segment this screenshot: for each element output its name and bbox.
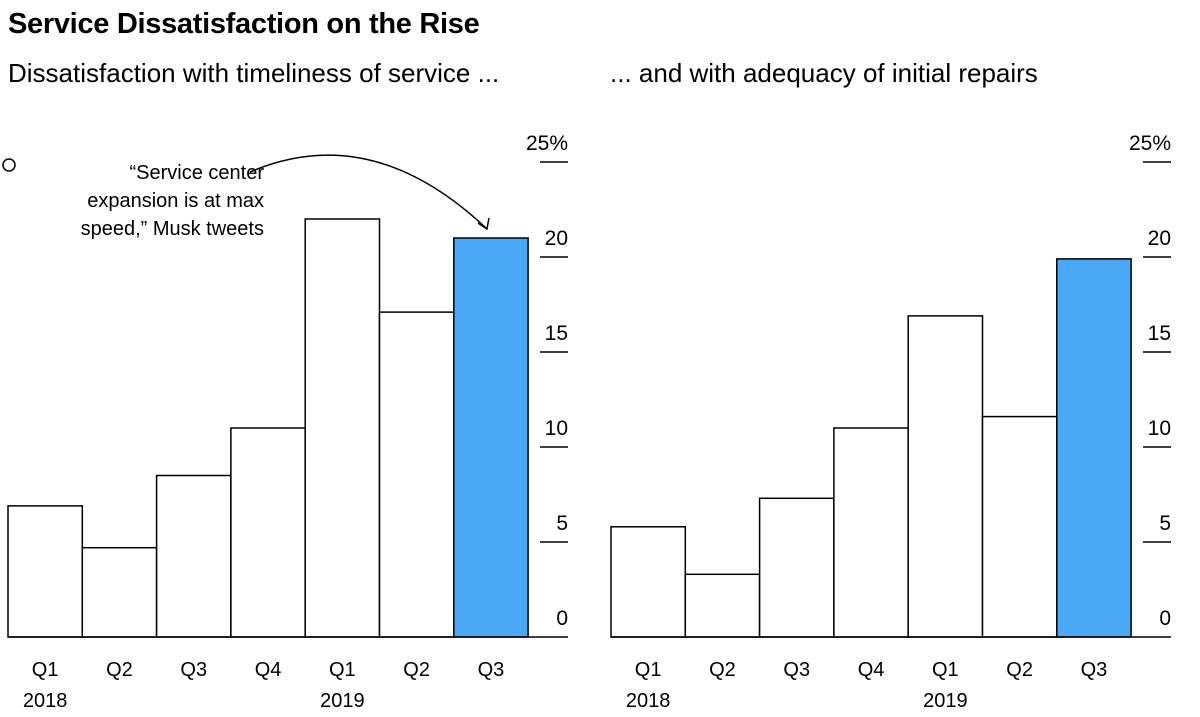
category-label: Q1 bbox=[932, 659, 959, 681]
category-label: Q4 bbox=[255, 659, 282, 681]
year-label: 2019 bbox=[923, 690, 968, 712]
bar bbox=[981, 415, 1058, 638]
left-subtitle: Dissatisfaction with timeliness of servi… bbox=[8, 58, 500, 88]
annotation-text: speed,” Musk tweets bbox=[81, 218, 264, 240]
annotation-text: expansion is at max bbox=[87, 190, 264, 212]
timeliness-chart: Q1 2018 Q2 Q3 Q4 Q1 2019 Q2 Q3 0 5 10 15 20 25% “Servic… bbox=[2, 132, 568, 712]
bar bbox=[684, 573, 761, 638]
category-label: Q1 bbox=[32, 659, 59, 681]
category-label: Q3 bbox=[478, 659, 505, 681]
bar bbox=[378, 311, 455, 638]
bar bbox=[155, 474, 232, 638]
category-label: Q4 bbox=[858, 659, 885, 681]
year-label: 2018 bbox=[626, 690, 671, 712]
category-label: Q3 bbox=[180, 659, 207, 681]
bar bbox=[7, 505, 84, 638]
y-tick-label: 5 bbox=[1159, 512, 1171, 535]
category-label: Q2 bbox=[709, 659, 736, 681]
category-label: Q2 bbox=[106, 659, 133, 681]
chart-title: Service Dissatisfaction on the Rise bbox=[8, 8, 480, 40]
y-tick-label: 15 bbox=[545, 322, 568, 345]
bar bbox=[907, 315, 984, 638]
y-tick-label: 5 bbox=[556, 512, 568, 535]
bar bbox=[1056, 258, 1132, 638]
category-label: Q2 bbox=[1006, 659, 1033, 681]
category-label: Q2 bbox=[403, 659, 430, 681]
y-tick-label: 25% bbox=[1129, 132, 1171, 155]
y-tick-label: 10 bbox=[545, 417, 568, 440]
annotation-arrowhead bbox=[477, 217, 490, 231]
y-tick-label: 15 bbox=[1148, 322, 1171, 345]
category-label: Q1 bbox=[635, 659, 662, 681]
category-label: Q3 bbox=[1081, 659, 1108, 681]
bar bbox=[453, 237, 529, 638]
right-subtitle: ... and with adequacy of initial repairs bbox=[610, 58, 1038, 88]
bar bbox=[610, 526, 687, 638]
y-tick-label: 20 bbox=[545, 227, 568, 250]
bar bbox=[304, 218, 381, 638]
bar bbox=[758, 497, 835, 638]
y-tick-label: 20 bbox=[1148, 227, 1171, 250]
bar bbox=[833, 427, 909, 638]
category-label: Q1 bbox=[329, 659, 356, 681]
y-tick-label: 10 bbox=[1148, 417, 1171, 440]
annotation-text: “Service center bbox=[130, 162, 265, 184]
y-tick-label: 0 bbox=[556, 607, 568, 630]
bar bbox=[81, 546, 158, 638]
y-tick-label: 25% bbox=[526, 132, 568, 155]
annotation-marker bbox=[2, 158, 16, 172]
category-label: Q3 bbox=[783, 659, 810, 681]
y-tick-label: 0 bbox=[1159, 607, 1171, 630]
year-label: 2019 bbox=[320, 690, 365, 712]
repairs-chart: Q1 2018 Q2 Q3 Q4 Q1 2019 Q2 Q3 0 5 10 15 20 25% bbox=[610, 132, 1171, 712]
year-label: 2018 bbox=[23, 690, 68, 712]
bar bbox=[230, 427, 306, 638]
annotation-arrow bbox=[249, 154, 487, 229]
